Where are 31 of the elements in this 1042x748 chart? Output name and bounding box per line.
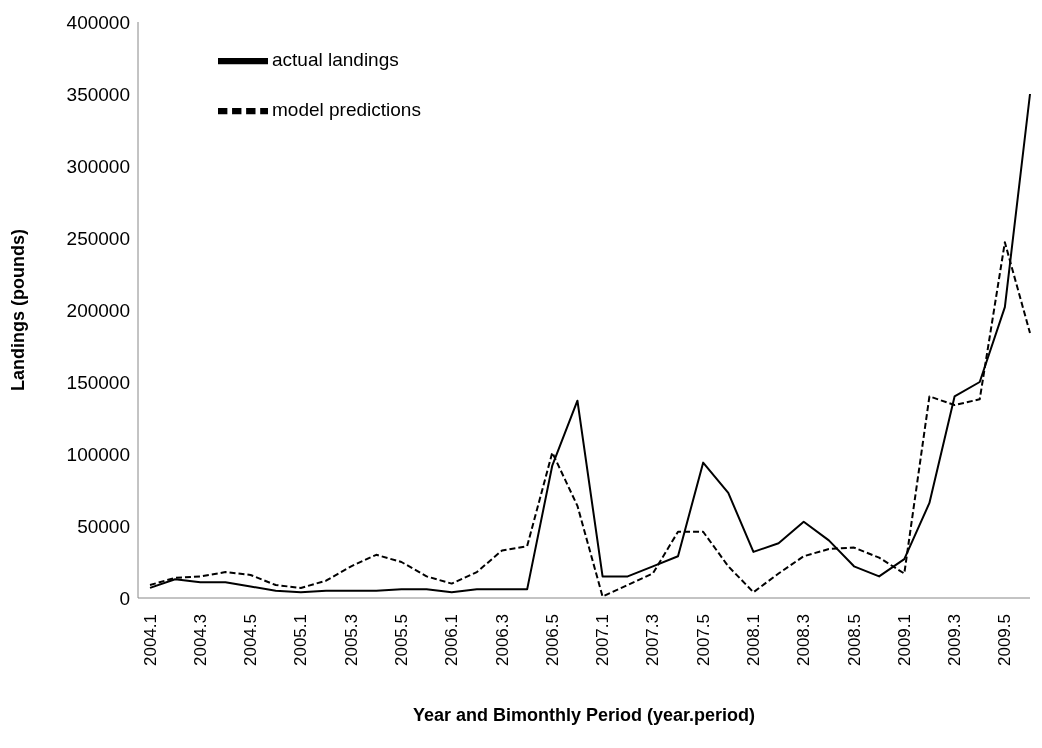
y-tick-label: 300000 xyxy=(66,155,130,177)
x-tick-label: 2008.1 xyxy=(743,614,763,666)
y-tick-label: 250000 xyxy=(66,227,130,249)
x-tick-label: 2008.5 xyxy=(844,614,864,666)
y-axis-title: Landings (pounds) xyxy=(8,229,29,391)
y-tick-label: 400000 xyxy=(66,11,130,33)
x-tick-label: 2004.3 xyxy=(190,614,210,666)
x-tick-label: 2009.5 xyxy=(995,614,1015,666)
x-tick-label: 2004.1 xyxy=(140,614,160,666)
x-tick-label: 2006.3 xyxy=(492,614,512,666)
y-tick-label: 200000 xyxy=(66,299,130,321)
y-tick-label: 150000 xyxy=(66,371,130,393)
x-tick-label: 2009.3 xyxy=(945,614,965,666)
x-tick-label: 2007.3 xyxy=(643,614,663,666)
x-axis-title: Year and Bimonthly Period (year.period) xyxy=(412,704,756,725)
legend-label: model predictions xyxy=(272,99,421,121)
y-tick-label: 350000 xyxy=(66,83,130,105)
x-tick-label: 2008.3 xyxy=(794,614,814,666)
x-tick-label: 2009.1 xyxy=(894,614,914,666)
x-tick-label: 2007.5 xyxy=(693,614,713,666)
x-tick-label: 2007.1 xyxy=(593,614,613,666)
x-tick-label: 2004.5 xyxy=(241,614,261,666)
legend-label: actual landings xyxy=(272,49,399,71)
y-tick-label: 100000 xyxy=(66,443,130,465)
y-tick-label: 50000 xyxy=(77,515,130,537)
x-tick-label: 2005.3 xyxy=(341,614,361,666)
x-tick-label: 2005.5 xyxy=(391,614,411,666)
x-tick-label: 2006.1 xyxy=(442,614,462,666)
x-tick-label: 2006.5 xyxy=(542,614,562,666)
x-tick-label: 2005.1 xyxy=(291,614,311,666)
y-tick-label: 0 xyxy=(119,587,130,609)
